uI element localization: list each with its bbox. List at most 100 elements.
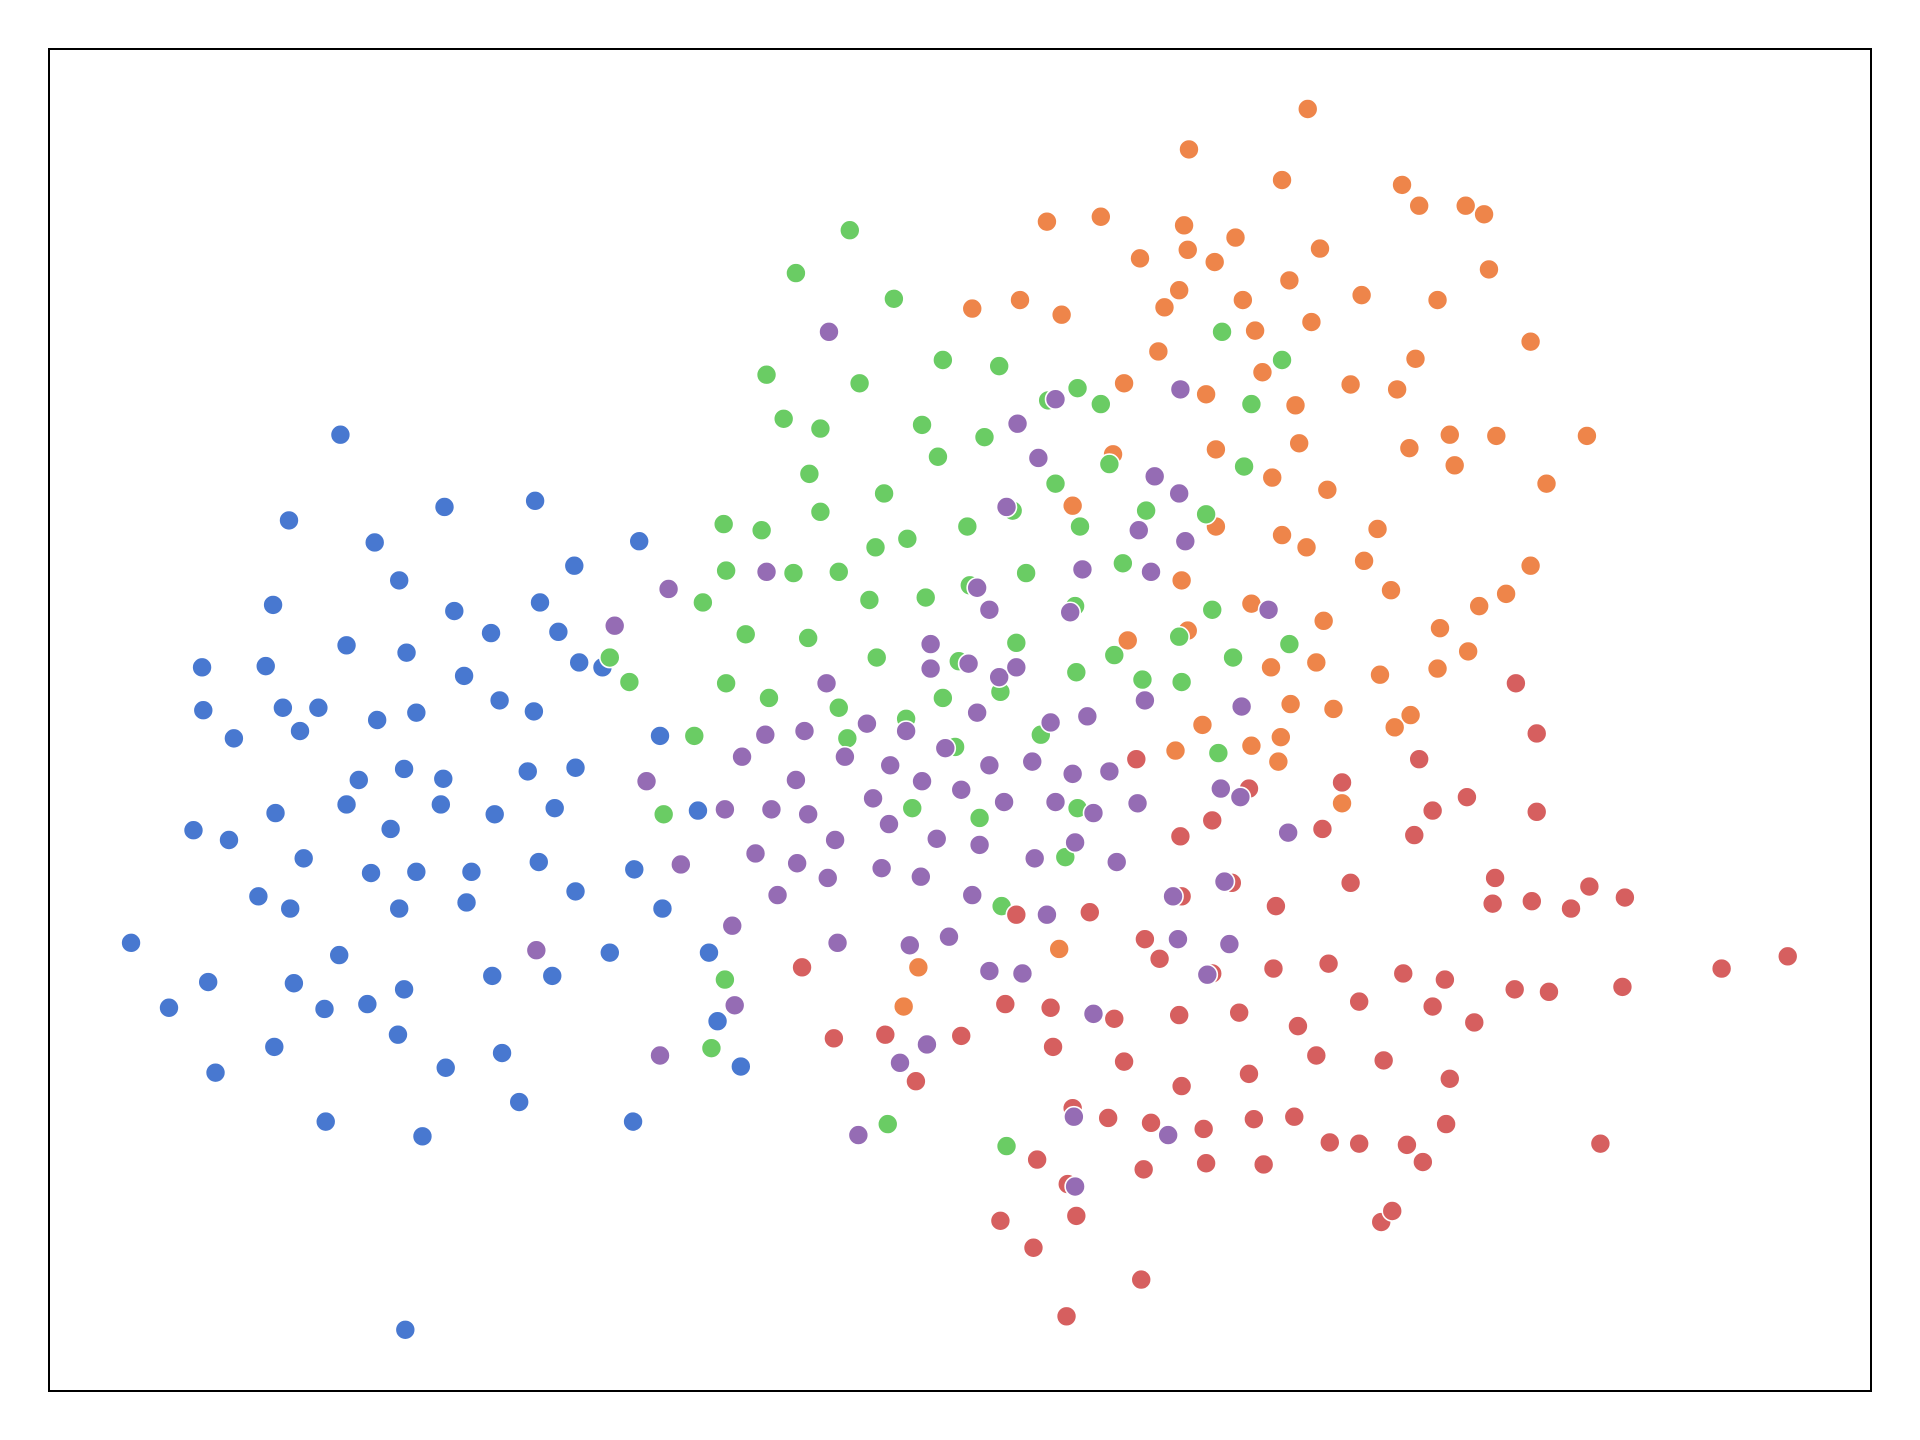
scatter-point xyxy=(670,853,692,876)
scatter-point xyxy=(1076,705,1099,728)
scatter-point xyxy=(1050,303,1073,326)
scatter-point xyxy=(1421,799,1444,822)
scatter-point xyxy=(1026,1148,1048,1171)
scatter-point xyxy=(1140,1112,1162,1134)
scatter-point xyxy=(1317,952,1340,975)
scatter-point xyxy=(1147,340,1170,363)
scatter-point xyxy=(481,965,504,987)
scatter-point xyxy=(956,515,979,538)
scatter-point xyxy=(950,778,973,801)
scatter-point xyxy=(1097,1107,1119,1129)
scatter-point xyxy=(758,687,780,709)
scatter-point xyxy=(827,696,850,719)
scatter-point xyxy=(889,1052,911,1074)
scatter-point xyxy=(393,978,415,1001)
scatter-point xyxy=(988,666,1010,688)
scatter-point xyxy=(1059,601,1082,624)
scatter-point xyxy=(1353,550,1375,572)
scatter-point xyxy=(1048,938,1070,960)
scatter-point xyxy=(1195,383,1217,406)
scatter-point xyxy=(363,531,386,554)
scatter-point xyxy=(1426,657,1449,680)
scatter-point xyxy=(411,1125,434,1148)
scatter-point xyxy=(809,501,832,523)
scatter-point xyxy=(599,941,621,964)
scatter-point xyxy=(563,554,586,577)
scatter-point xyxy=(730,1055,752,1078)
scatter-point xyxy=(622,1110,644,1133)
scatter-point xyxy=(335,793,358,816)
scatter-point xyxy=(1082,1003,1105,1025)
scatter-point xyxy=(927,445,949,468)
scatter-point xyxy=(279,897,302,920)
scatter-point xyxy=(433,496,456,518)
scatter-point xyxy=(950,1025,973,1047)
scatter-point xyxy=(1228,1001,1250,1024)
scatter-point xyxy=(1153,296,1176,319)
scatter-point xyxy=(823,1027,845,1050)
scatter-point xyxy=(858,589,881,611)
scatter-point xyxy=(1078,901,1101,924)
scatter-point xyxy=(692,591,714,614)
scatter-point xyxy=(925,827,948,850)
scatter-point xyxy=(1396,1134,1418,1156)
scatter-point xyxy=(1178,138,1200,161)
scatter-point xyxy=(1481,892,1504,915)
scatter-point xyxy=(706,1010,729,1033)
scatter-point xyxy=(395,641,418,664)
scatter-point xyxy=(1240,393,1263,415)
scatter-point xyxy=(1322,698,1345,720)
scatter-point xyxy=(1071,558,1094,581)
scatter-point xyxy=(1105,851,1128,873)
scatter-point xyxy=(182,819,205,842)
scatter-point xyxy=(1443,454,1466,477)
scatter-point xyxy=(883,287,905,310)
scatter-point xyxy=(1495,583,1517,605)
scatter-point xyxy=(1295,536,1318,559)
scatter-point xyxy=(760,798,783,821)
scatter-point xyxy=(809,417,832,440)
scatter-point xyxy=(1148,947,1171,970)
scatter-point xyxy=(874,1023,897,1046)
scatter-point xyxy=(1082,802,1105,824)
scatter-point xyxy=(1112,552,1134,575)
scatter-point xyxy=(895,720,917,742)
scatter-point xyxy=(335,634,358,657)
scatter-point xyxy=(264,802,287,824)
scatter-point xyxy=(1066,377,1089,399)
scatter-point xyxy=(1192,1118,1215,1140)
scatter-point xyxy=(1257,598,1280,621)
scatter-point xyxy=(1435,1113,1457,1135)
scatter-point xyxy=(1036,903,1058,926)
scatter-point xyxy=(856,712,878,735)
scatter-point xyxy=(750,519,773,542)
scatter-point xyxy=(405,861,428,883)
scatter-point xyxy=(907,956,930,979)
scatter-point xyxy=(1316,479,1339,501)
scatter-point xyxy=(723,994,746,1017)
scatter-point xyxy=(347,769,370,791)
scatter-point xyxy=(1162,885,1184,908)
scatter-point xyxy=(782,562,805,584)
scatter-point xyxy=(1283,1105,1306,1128)
scatter-point xyxy=(1113,1050,1135,1073)
scatter-point xyxy=(313,998,336,1020)
scatter-point xyxy=(1065,661,1088,684)
scatter-point xyxy=(1098,760,1121,783)
scatter-point xyxy=(968,834,991,856)
scatter-point xyxy=(1044,472,1067,495)
scatter-point xyxy=(329,423,352,446)
scatter-point xyxy=(1006,412,1029,435)
scatter-point xyxy=(1027,447,1050,469)
scatter-point xyxy=(483,803,506,826)
scatter-point xyxy=(1157,1124,1179,1146)
scatter-point xyxy=(815,672,838,695)
scatter-point xyxy=(1140,561,1162,583)
scatter-point xyxy=(865,646,888,669)
scatter-point xyxy=(995,496,1018,518)
scatter-point xyxy=(430,793,452,816)
scatter-point xyxy=(1176,239,1199,261)
scatter-point xyxy=(379,818,402,840)
scatter-point xyxy=(1113,372,1135,395)
